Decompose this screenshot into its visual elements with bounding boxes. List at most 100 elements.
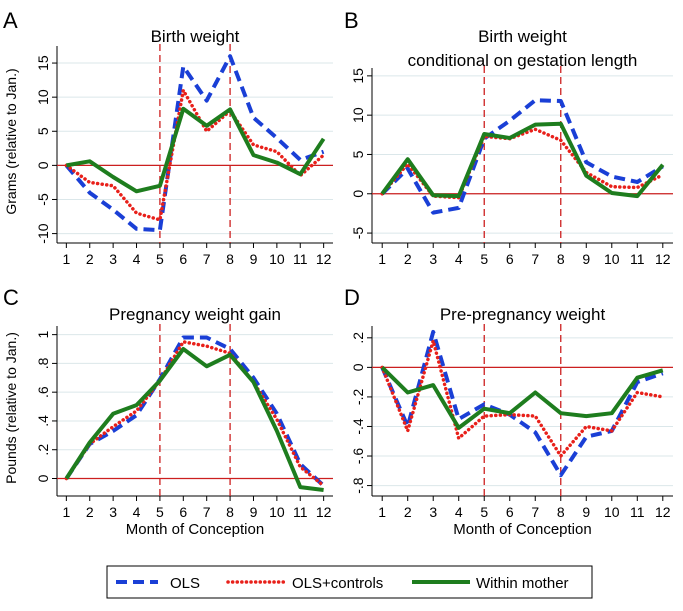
y-tick-label-b: 0 [350, 190, 366, 198]
x-tick-label-b: 2 [404, 251, 412, 267]
x-tick-label-d: 8 [557, 504, 565, 520]
y-tick-label-c: 0 [35, 474, 51, 482]
y-tick-label-a: 15 [35, 55, 51, 71]
x-axis-label-c: Month of Conception [126, 521, 264, 538]
x-tick-label-c: 11 [293, 504, 308, 520]
x-tick-label-b: 4 [455, 251, 463, 267]
y-axis-label-a: Grams (relative to Jan.) [3, 68, 19, 214]
x-tick-label-c: 5 [156, 504, 164, 520]
chart-title-b: Birth weight [478, 27, 567, 46]
x-tick-label-d: 11 [630, 504, 645, 520]
legend-box [106, 565, 593, 599]
x-tick-label-a: 5 [156, 251, 164, 267]
y-tick-label-d: -.4 [350, 418, 366, 435]
y-tick-label-d: 0 [350, 363, 366, 371]
chart-title-b-line2: conditional on gestation length [408, 51, 638, 70]
x-tick-label-d: 6 [506, 504, 514, 520]
y-tick-label-c: .2 [35, 444, 51, 456]
x-tick-label-d: 10 [604, 504, 620, 520]
chart-title-d: Pre-pregnancy weight [440, 305, 606, 324]
series-line-ols-a [64, 54, 325, 233]
series-line-within-mother-a [66, 106, 326, 194]
x-tick-label-b: 10 [604, 251, 620, 267]
series-line-ols-d [380, 329, 664, 478]
x-tick-label-d: 5 [480, 504, 488, 520]
legend-label-within-mother: Within mother [476, 575, 569, 592]
series-line-within-mother-c [64, 347, 324, 492]
y-tick-label-a: 0 [35, 161, 51, 169]
x-tick-label-d: 9 [582, 504, 590, 520]
x-tick-label-c: 4 [133, 504, 141, 520]
y-tick-label-a: -10 [35, 223, 51, 243]
series-line-ols-controls-d [380, 339, 665, 458]
y-tick-label-b: 15 [350, 68, 366, 84]
x-tick-label-d: 12 [655, 504, 671, 520]
panel-letter-d: D [344, 285, 360, 310]
x-tick-label-d: 2 [404, 504, 412, 520]
x-tick-label-a: 3 [109, 251, 117, 267]
x-tick-label-b: 12 [655, 251, 671, 267]
x-tick-label-b: 5 [480, 251, 488, 267]
legend-label-ols-controls: OLS+controls [292, 575, 383, 592]
x-tick-label-c: 6 [179, 504, 187, 520]
x-tick-label-c: 1 [62, 504, 70, 520]
x-tick-label-b: 3 [429, 251, 437, 267]
y-tick-label-a: 5 [35, 127, 51, 135]
chart-title-c: Pregnancy weight gain [109, 305, 281, 324]
x-tick-label-a: 12 [316, 251, 332, 267]
x-tick-label-c: 9 [250, 504, 258, 520]
x-tick-label-c: 8 [226, 504, 234, 520]
panel-letter-a: A [3, 8, 18, 33]
series-line-ols-controls-a [64, 88, 326, 222]
y-tick-label-a: 10 [35, 89, 51, 105]
y-tick-label-d: -.6 [350, 448, 366, 465]
legend-label-ols: OLS [170, 575, 200, 592]
series-line-ols-c [64, 335, 325, 488]
x-axis-label-d: Month of Conception [453, 521, 591, 538]
y-tick-label-d: -.2 [350, 389, 366, 406]
y-tick-label-b: 10 [350, 107, 366, 123]
x-tick-label-b: 11 [630, 251, 645, 267]
series-line-within-mother-b [380, 121, 665, 199]
y-tick-label-a: -5 [35, 193, 51, 206]
x-tick-label-d: 3 [429, 504, 437, 520]
x-tick-label-b: 8 [557, 251, 565, 267]
panel-letter-c: C [3, 285, 19, 310]
x-tick-label-c: 12 [316, 504, 332, 520]
panel-b: B Birth weight conditional on gestation le… [344, 8, 673, 267]
series-line-ols-b [380, 98, 664, 215]
y-tick-label-c: 1 [35, 331, 51, 339]
y-tick-label-d: -.8 [350, 477, 366, 494]
x-tick-label-a: 1 [62, 251, 70, 267]
x-tick-label-c: 7 [203, 504, 211, 520]
y-tick-label-c: .8 [35, 357, 51, 369]
x-tick-label-a: 6 [179, 251, 187, 267]
y-tick-label-b: -5 [350, 227, 366, 240]
panel-letter-b: B [344, 8, 359, 33]
x-tick-label-b: 1 [378, 251, 386, 267]
x-tick-label-a: 2 [86, 251, 94, 267]
x-tick-label-d: 7 [531, 504, 539, 520]
series-line-ols-controls-b [380, 127, 665, 200]
x-tick-label-d: 4 [455, 504, 463, 520]
x-tick-label-d: 1 [378, 504, 386, 520]
series-line-within-mother-d [380, 365, 664, 430]
x-tick-label-c: 10 [269, 504, 285, 520]
y-tick-label-b: 5 [350, 150, 366, 158]
series-line-ols-controls-c [64, 340, 326, 488]
x-tick-label-a: 7 [203, 251, 211, 267]
x-tick-label-b: 9 [582, 251, 590, 267]
x-tick-label-a: 9 [250, 251, 258, 267]
x-tick-label-a: 8 [226, 251, 234, 267]
x-tick-label-a: 11 [293, 251, 308, 267]
y-tick-label-c: .6 [35, 386, 51, 398]
legend: OLS OLS+controls Within mother [106, 565, 593, 599]
chart-title-a: Birth weight [151, 27, 240, 46]
x-tick-label-b: 7 [531, 251, 539, 267]
x-tick-label-c: 2 [86, 504, 94, 520]
y-axis-label-c: Pounds (relative to Jan.) [3, 332, 19, 484]
